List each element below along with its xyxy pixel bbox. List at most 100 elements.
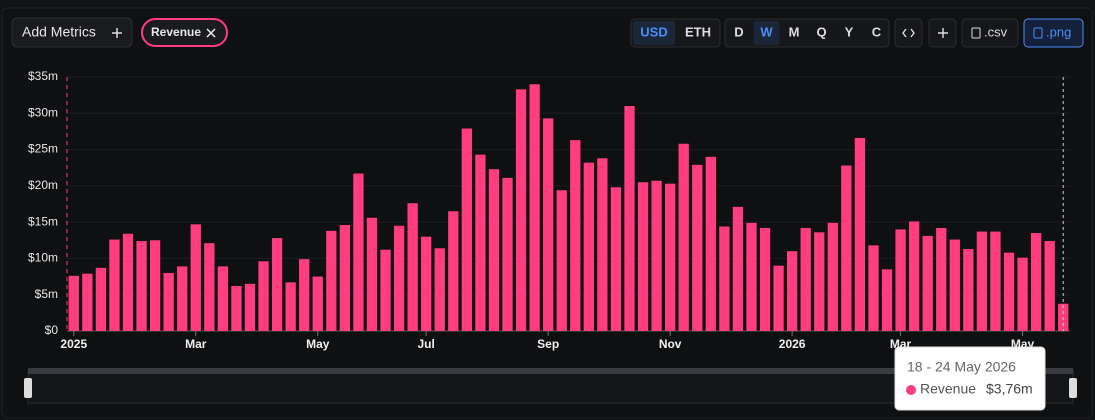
tooltip-series: Revenue: [920, 381, 976, 397]
bar: [177, 266, 188, 331]
bar: [773, 265, 784, 331]
x-tick-label: Sep: [537, 337, 559, 351]
navigator-handle[interactable]: [1069, 378, 1077, 398]
bar: [786, 251, 798, 331]
toolbar: Add Metrics Revenue USD ETH D W M Q Y C .csv .png: [11, 17, 1084, 48]
bar: [461, 128, 472, 331]
bar: [353, 173, 364, 331]
bar: [204, 243, 215, 331]
bar: [597, 158, 608, 331]
plus-icon: [938, 28, 948, 38]
bar: [719, 226, 730, 331]
bar: [854, 137, 866, 331]
export-label: .csv: [984, 24, 1008, 39]
interval-option[interactable]: Q: [816, 24, 826, 39]
x-tick-label: Jul: [418, 337, 435, 351]
bar: [895, 229, 906, 331]
bar: [1017, 257, 1028, 331]
bar: [759, 227, 771, 331]
bar: [827, 222, 838, 331]
embed-button[interactable]: [894, 18, 923, 48]
interval-active: [753, 21, 780, 45]
bar: [393, 225, 405, 331]
currency-option[interactable]: ETH: [685, 24, 711, 39]
bar: [149, 240, 161, 331]
y-tick-label: $10m: [28, 251, 58, 265]
bar: [68, 275, 79, 331]
bar: [285, 282, 296, 331]
interval-option[interactable]: W: [760, 24, 773, 39]
export-label: .png: [1046, 24, 1071, 39]
bar: [678, 143, 689, 331]
bar: [556, 190, 567, 331]
file-icon: [971, 27, 981, 39]
add-metrics-label: Add Metrics: [22, 24, 96, 40]
bar: [692, 164, 703, 331]
file-icon: [1033, 27, 1043, 39]
bar: [529, 84, 540, 331]
bar: [868, 245, 879, 331]
bar: [488, 169, 500, 331]
add-metrics-button[interactable]: [11, 17, 133, 48]
metric-label: Revenue: [151, 25, 201, 39]
tooltip-box: [894, 346, 1046, 411]
embed-icon: [902, 28, 915, 38]
metric-chip[interactable]: [141, 18, 228, 47]
tooltip: 18 - 24 May 2026 Revenue $3,76m: [894, 346, 1046, 411]
tooltip-title: 18 - 24 May 2026: [907, 359, 1016, 375]
bar: [326, 230, 337, 331]
export-button[interactable]: [961, 18, 1019, 48]
bar: [665, 183, 676, 331]
bar: [651, 180, 662, 331]
y-tick-label: $30m: [28, 105, 58, 119]
bar: [271, 238, 283, 331]
bar: [217, 266, 229, 331]
bar: [543, 118, 554, 331]
bar: [570, 140, 581, 331]
interval-option[interactable]: Y: [845, 24, 854, 39]
bar: [366, 217, 378, 331]
y-tick-label: $0: [45, 323, 59, 337]
bar: [434, 248, 445, 331]
x-tick-label: 2026: [779, 337, 806, 351]
bar: [122, 233, 134, 331]
bar: [136, 241, 147, 331]
bar: [515, 89, 527, 331]
navigator-handle[interactable]: [24, 378, 32, 398]
bar: [244, 283, 256, 331]
bar: [1044, 241, 1055, 331]
bar: [814, 232, 825, 331]
bar: [421, 236, 432, 331]
bar: [339, 225, 351, 331]
legend-dot: [906, 385, 916, 395]
bar: [624, 106, 635, 332]
bar: [231, 286, 242, 331]
bar: [908, 221, 920, 331]
interval-option[interactable]: C: [872, 24, 882, 39]
y-tick-label: $20m: [28, 178, 58, 192]
currency-option[interactable]: USD: [640, 24, 667, 39]
bar: [705, 156, 716, 331]
bar: [407, 203, 418, 331]
y-tick-label: $5m: [35, 287, 58, 301]
bar: [949, 239, 960, 331]
bar: [299, 259, 310, 331]
bar: [976, 231, 988, 331]
bar: [922, 235, 933, 331]
bar: [583, 162, 594, 331]
plot: $0 $5m $10m $15m $20m $25m $30m $35m 2025 Mar May J…: [28, 69, 1070, 351]
bar: [163, 272, 174, 331]
y-tick-label: $25m: [28, 142, 58, 156]
bar: [95, 267, 107, 331]
export-button[interactable]: [1023, 18, 1084, 48]
plus-icon: [112, 28, 122, 38]
currency-active: [633, 21, 675, 45]
interval-option[interactable]: M: [789, 24, 800, 39]
bar: [380, 249, 391, 331]
bar: [1030, 233, 1042, 331]
x-tick-label: 2025: [60, 337, 87, 351]
interval-option[interactable]: D: [734, 24, 743, 39]
bar: [109, 239, 120, 331]
y-tick-label: $15m: [28, 214, 58, 228]
bar: [637, 182, 649, 331]
